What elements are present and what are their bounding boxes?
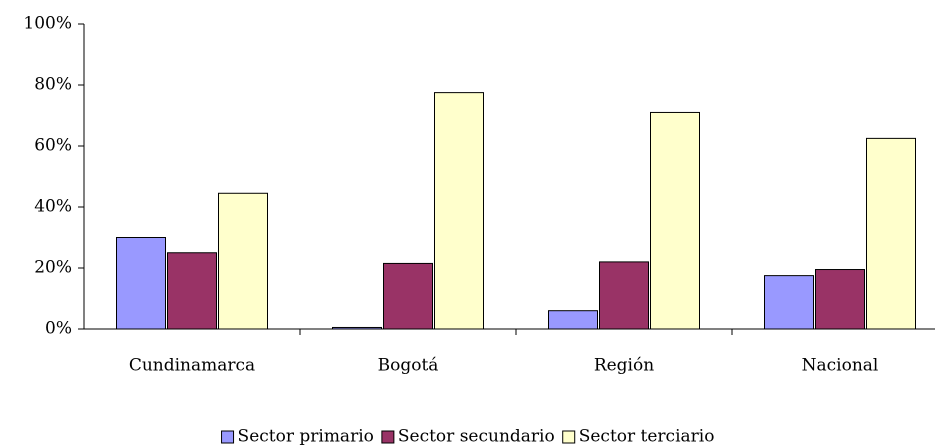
x-tick-label: Cundinamarca [129,356,255,376]
x-tick-label: Región [594,356,654,376]
bar [815,269,865,330]
x-tick-label: Nacional [802,356,879,376]
legend-label: Sector primario [238,427,374,447]
y-tick-label: 100% [23,14,72,34]
bar [383,262,433,330]
bar [764,275,814,330]
x-tick-label: Bogotá [378,356,439,376]
bar [548,310,598,330]
bar [434,92,484,330]
legend-swatch [221,430,235,444]
bar [650,111,700,330]
legend-label: Sector terciario [579,427,715,447]
legend-swatch [562,430,576,444]
y-tick-label: 0% [45,319,72,339]
y-tick-label: 20% [34,258,72,278]
y-tick-label: 80% [34,75,72,95]
bar [599,261,649,330]
legend-swatch [381,430,395,444]
legend-label: Sector secundario [398,427,555,447]
y-tick-label: 60% [34,136,72,156]
y-tick-label: 40% [34,197,72,217]
bar [116,237,166,330]
bar [866,137,916,330]
bar [167,252,217,330]
bar [218,192,268,330]
bar [332,326,382,330]
